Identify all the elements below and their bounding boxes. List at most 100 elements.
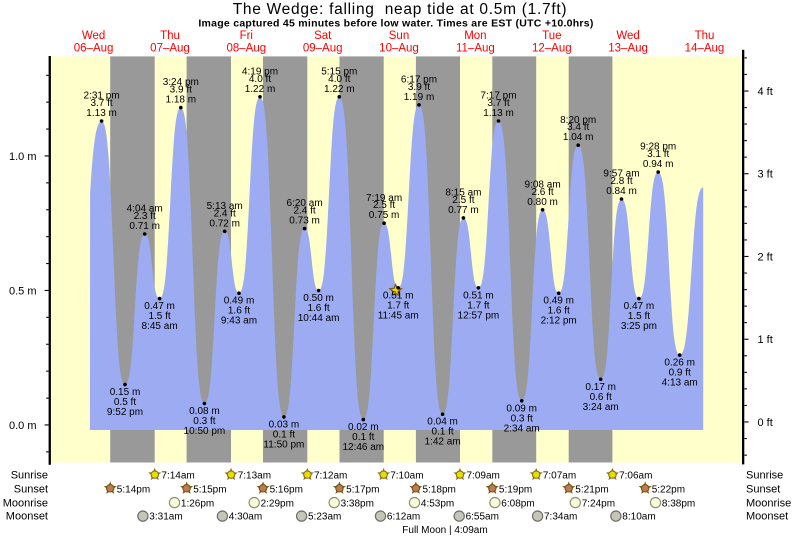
svg-text:0.5 m: 0.5 m: [9, 285, 37, 297]
svg-text:5:13 am: 5:13 am: [207, 201, 243, 212]
svg-text:5:19pm: 5:19pm: [499, 484, 532, 495]
svg-text:0.04 m: 0.04 m: [427, 417, 458, 428]
svg-text:5:21pm: 5:21pm: [575, 484, 608, 495]
svg-text:6:12am: 6:12am: [387, 512, 420, 523]
svg-text:Sunrise: Sunrise: [11, 470, 48, 482]
svg-text:2.4 ft: 2.4 ft: [293, 206, 315, 217]
svg-text:2.5 ft: 2.5 ft: [452, 195, 474, 206]
svg-text:2.5 ft: 2.5 ft: [373, 200, 395, 211]
svg-text:4 ft: 4 ft: [758, 86, 773, 98]
svg-text:Sunrise: Sunrise: [746, 470, 783, 482]
svg-text:1.7 ft: 1.7 ft: [467, 300, 489, 311]
svg-text:Image captured 45 minutes befo: Image captured 45 minutes before low wat…: [198, 18, 593, 30]
svg-text:2 ft: 2 ft: [758, 251, 773, 263]
svg-text:1.6 ft: 1.6 ft: [548, 306, 570, 317]
svg-text:9:57 am: 9:57 am: [603, 169, 639, 180]
svg-text:10:44 am: 10:44 am: [298, 313, 340, 324]
svg-text:7:06am: 7:06am: [619, 471, 652, 482]
svg-text:2.4 ft: 2.4 ft: [214, 208, 236, 219]
svg-text:5:14pm: 5:14pm: [117, 484, 150, 495]
svg-text:1 ft: 1 ft: [758, 334, 773, 346]
svg-text:4:19 pm: 4:19 pm: [242, 66, 278, 77]
svg-text:Fri: Fri: [240, 30, 253, 42]
svg-text:1.22 m: 1.22 m: [324, 84, 355, 95]
svg-text:0.1 ft: 0.1 ft: [273, 429, 295, 440]
svg-text:3.7 ft: 3.7 ft: [90, 98, 112, 109]
svg-text:0.94 m: 0.94 m: [643, 159, 674, 170]
svg-text:4.0 ft: 4.0 ft: [249, 74, 271, 85]
svg-text:7:10am: 7:10am: [390, 471, 423, 482]
svg-text:Moonrise: Moonrise: [3, 497, 48, 509]
svg-text:0.84 m: 0.84 m: [606, 186, 637, 197]
svg-text:0.9 ft: 0.9 ft: [669, 368, 691, 379]
svg-text:Wed: Wed: [616, 30, 639, 42]
svg-text:0.80 m: 0.80 m: [527, 197, 558, 208]
svg-text:11:50 pm: 11:50 pm: [263, 439, 304, 450]
svg-text:0.0 m: 0.0 m: [9, 420, 37, 432]
svg-text:3.9 ft: 3.9 ft: [408, 82, 430, 93]
svg-text:7:34am: 7:34am: [544, 512, 577, 523]
svg-text:2:34 am: 2:34 am: [504, 423, 540, 434]
svg-text:0.15 m: 0.15 m: [110, 387, 141, 398]
svg-text:4:53pm: 4:53pm: [421, 498, 454, 509]
svg-text:2.8 ft: 2.8 ft: [610, 176, 632, 187]
svg-text:5:23am: 5:23am: [308, 512, 341, 523]
svg-text:Wed: Wed: [82, 30, 105, 42]
svg-text:0.08 m: 0.08 m: [189, 406, 220, 417]
svg-text:Sat: Sat: [314, 30, 332, 42]
svg-text:3 ft: 3 ft: [758, 169, 773, 181]
svg-text:5:15 pm: 5:15 pm: [321, 66, 357, 77]
svg-text:0.3 ft: 0.3 ft: [511, 413, 533, 424]
svg-text:9:08 am: 9:08 am: [525, 179, 561, 190]
svg-text:4:04 am: 4:04 am: [127, 204, 163, 215]
svg-text:7:19 am: 7:19 am: [366, 193, 402, 204]
svg-text:5:16pm: 5:16pm: [270, 484, 303, 495]
svg-text:0.26 m: 0.26 m: [664, 358, 695, 369]
svg-text:0.47 m: 0.47 m: [144, 301, 175, 312]
svg-text:08–Aug: 08–Aug: [226, 43, 266, 55]
svg-text:1.7 ft: 1.7 ft: [387, 300, 409, 311]
svg-text:7:13am: 7:13am: [238, 471, 271, 482]
svg-text:12–Aug: 12–Aug: [532, 43, 572, 55]
svg-text:Thu: Thu: [160, 30, 180, 42]
svg-text:Mon: Mon: [464, 30, 486, 42]
svg-text:4:30am: 4:30am: [229, 512, 262, 523]
svg-text:0.49 m: 0.49 m: [543, 296, 574, 307]
svg-text:1.0 m: 1.0 m: [9, 151, 37, 163]
svg-text:0.02 m: 0.02 m: [348, 422, 379, 433]
svg-text:Sun: Sun: [389, 30, 409, 42]
svg-text:0.5 ft: 0.5 ft: [114, 397, 136, 408]
svg-text:3.9 ft: 3.9 ft: [170, 85, 192, 96]
svg-text:5:18pm: 5:18pm: [423, 484, 456, 495]
svg-text:11–Aug: 11–Aug: [456, 43, 495, 55]
svg-text:Sunset: Sunset: [14, 483, 48, 495]
svg-text:The Wedge: falling neap tide: The Wedge: falling neap tide at 0.5m (1.…: [233, 1, 568, 18]
svg-text:0.72 m: 0.72 m: [209, 218, 240, 229]
svg-text:11:45 am: 11:45 am: [378, 310, 419, 321]
svg-text:6:20 am: 6:20 am: [287, 198, 323, 209]
svg-text:1:26pm: 1:26pm: [181, 498, 214, 509]
svg-text:3.7 ft: 3.7 ft: [487, 98, 509, 109]
svg-text:3:38pm: 3:38pm: [341, 498, 374, 509]
svg-text:3.4 ft: 3.4 ft: [567, 122, 589, 133]
svg-text:1.6 ft: 1.6 ft: [228, 306, 250, 317]
svg-text:7:12am: 7:12am: [314, 471, 347, 482]
svg-text:13–Aug: 13–Aug: [608, 43, 648, 55]
svg-text:9:52 pm: 9:52 pm: [107, 407, 143, 418]
svg-text:9:43 am: 9:43 am: [221, 316, 257, 327]
svg-text:0.1 ft: 0.1 ft: [352, 432, 374, 443]
svg-text:4.0 ft: 4.0 ft: [328, 74, 350, 85]
svg-text:0.03 m: 0.03 m: [269, 419, 300, 430]
svg-text:3:24 pm: 3:24 pm: [163, 77, 199, 88]
svg-text:8:45 am: 8:45 am: [142, 321, 178, 332]
svg-text:1.04 m: 1.04 m: [563, 132, 594, 143]
svg-text:4:13 am: 4:13 am: [662, 378, 698, 389]
svg-text:7:09am: 7:09am: [467, 471, 500, 482]
svg-text:Full Moon | 4:09am: Full Moon | 4:09am: [402, 525, 487, 536]
svg-text:3:25 pm: 3:25 pm: [621, 321, 657, 332]
svg-text:7:24pm: 7:24pm: [582, 498, 615, 509]
svg-text:Sunset: Sunset: [746, 483, 780, 495]
svg-text:Moonset: Moonset: [746, 511, 788, 523]
svg-text:6:17 pm: 6:17 pm: [401, 75, 437, 86]
svg-text:1.5 ft: 1.5 ft: [628, 311, 650, 322]
